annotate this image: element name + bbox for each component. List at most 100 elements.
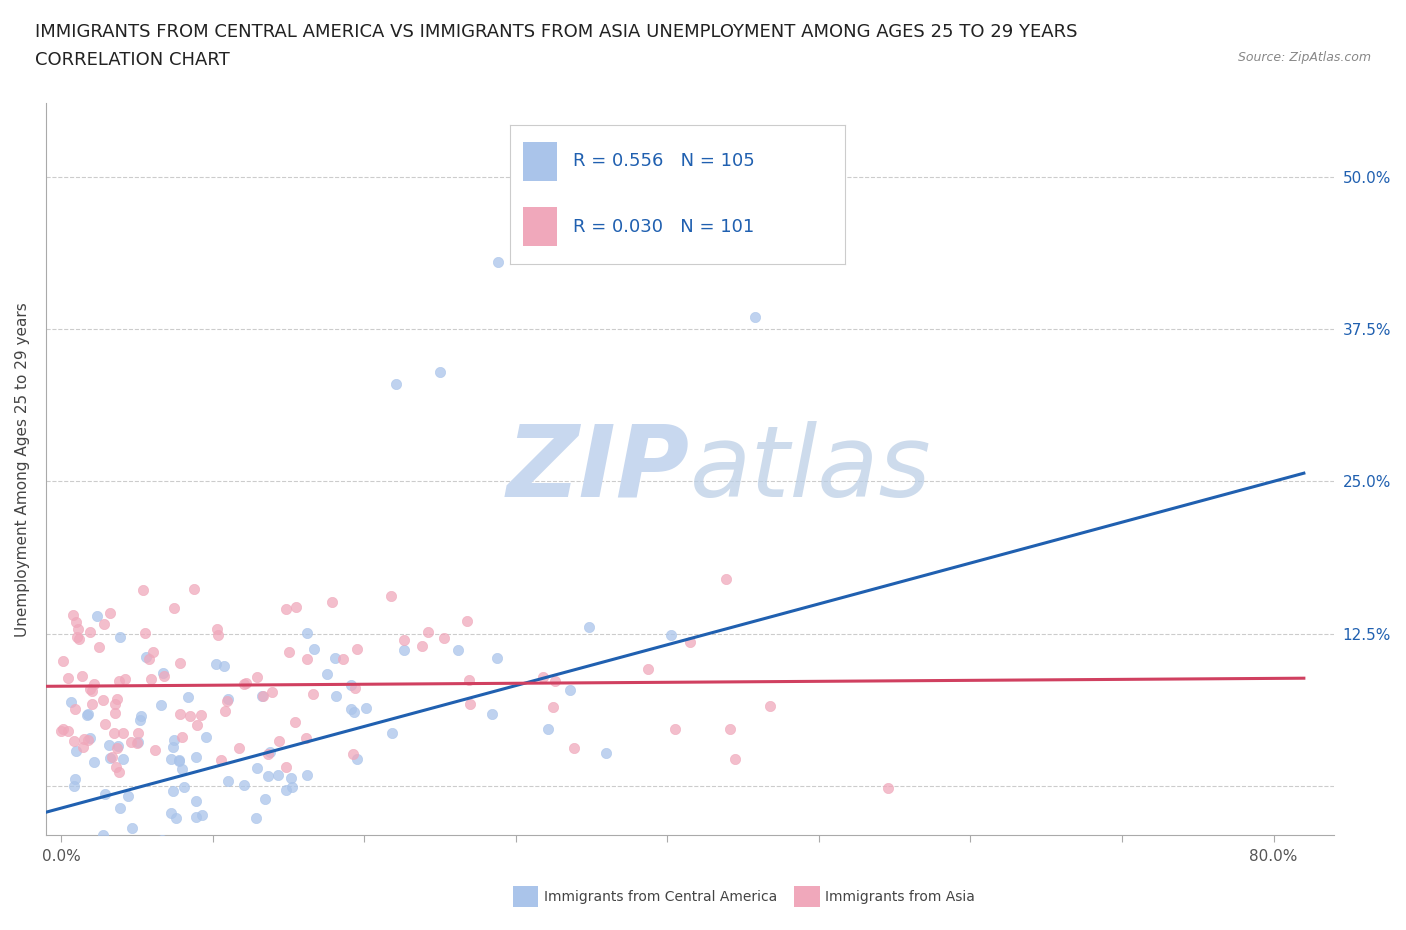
Point — [346, 752, 368, 767]
Point — [460, 697, 482, 711]
Point — [73, 732, 96, 747]
Point — [332, 652, 354, 667]
Point — [173, 779, 195, 794]
Point — [269, 733, 291, 748]
Point — [83, 754, 105, 769]
Point — [433, 631, 456, 645]
Point — [316, 667, 339, 682]
Point — [562, 741, 585, 756]
Point — [72, 739, 94, 754]
Point — [108, 673, 131, 688]
Point — [486, 650, 509, 665]
Point — [107, 738, 129, 753]
Point — [89, 639, 111, 654]
Point — [100, 750, 122, 764]
Point — [176, 845, 198, 860]
Point — [245, 811, 267, 826]
Point — [259, 744, 281, 759]
Point — [207, 628, 229, 643]
Point — [714, 571, 737, 586]
Point — [744, 310, 766, 325]
Point — [250, 688, 273, 703]
Point — [278, 644, 301, 659]
Text: CORRELATION CHART: CORRELATION CHART — [35, 51, 231, 69]
Point — [214, 658, 236, 673]
Point — [186, 880, 208, 895]
Point — [392, 643, 415, 658]
Point — [105, 741, 128, 756]
Point — [184, 750, 207, 764]
Point — [876, 780, 898, 795]
Point — [246, 761, 269, 776]
Point — [55, 835, 77, 850]
Point — [172, 762, 194, 777]
Point — [260, 684, 283, 699]
Point — [103, 726, 125, 741]
Point — [127, 725, 149, 740]
Point — [77, 732, 100, 747]
Point — [125, 736, 148, 751]
Point — [380, 589, 402, 604]
Point — [155, 846, 177, 861]
Point — [105, 760, 128, 775]
Point — [91, 693, 114, 708]
Point — [58, 910, 80, 925]
Point — [66, 621, 89, 636]
Point — [98, 605, 121, 620]
Point — [616, 169, 638, 184]
Point — [79, 731, 101, 746]
Point — [339, 702, 361, 717]
Point — [70, 668, 93, 683]
Point — [115, 847, 138, 862]
Point — [759, 698, 782, 713]
Point — [163, 601, 186, 616]
Point — [217, 692, 239, 707]
Point — [285, 600, 308, 615]
Point — [149, 698, 172, 712]
Text: ZIP: ZIP — [508, 420, 690, 518]
Point — [284, 898, 307, 913]
Point — [111, 751, 134, 766]
Point — [169, 656, 191, 671]
Point — [49, 724, 72, 738]
Point — [114, 671, 136, 686]
Point — [205, 621, 228, 636]
Point — [143, 743, 166, 758]
Point — [254, 791, 277, 806]
Point — [217, 774, 239, 789]
Point — [215, 694, 238, 709]
Point — [139, 671, 162, 686]
Point — [94, 717, 117, 732]
Point — [233, 777, 256, 792]
Point — [118, 898, 141, 913]
Point — [429, 365, 451, 379]
Point — [65, 614, 87, 629]
Point — [544, 674, 567, 689]
Point — [157, 929, 180, 930]
Point — [117, 864, 139, 879]
Point — [162, 739, 184, 754]
Point — [132, 850, 155, 865]
Point — [342, 747, 364, 762]
Point — [531, 670, 554, 684]
Point — [176, 689, 198, 704]
Point — [170, 729, 193, 744]
Point — [214, 703, 236, 718]
Point — [163, 733, 186, 748]
Point — [98, 751, 121, 765]
Point — [129, 712, 152, 727]
Point — [209, 752, 232, 767]
Point — [138, 858, 160, 873]
Point — [595, 745, 617, 760]
Point — [65, 743, 87, 758]
Point — [103, 706, 125, 721]
Point — [62, 778, 84, 793]
Point — [148, 872, 170, 887]
Point — [86, 609, 108, 624]
Point — [302, 642, 325, 657]
Point — [343, 704, 366, 719]
Point — [77, 707, 100, 722]
Point — [51, 902, 73, 917]
Point — [56, 671, 79, 685]
Point — [204, 657, 226, 671]
